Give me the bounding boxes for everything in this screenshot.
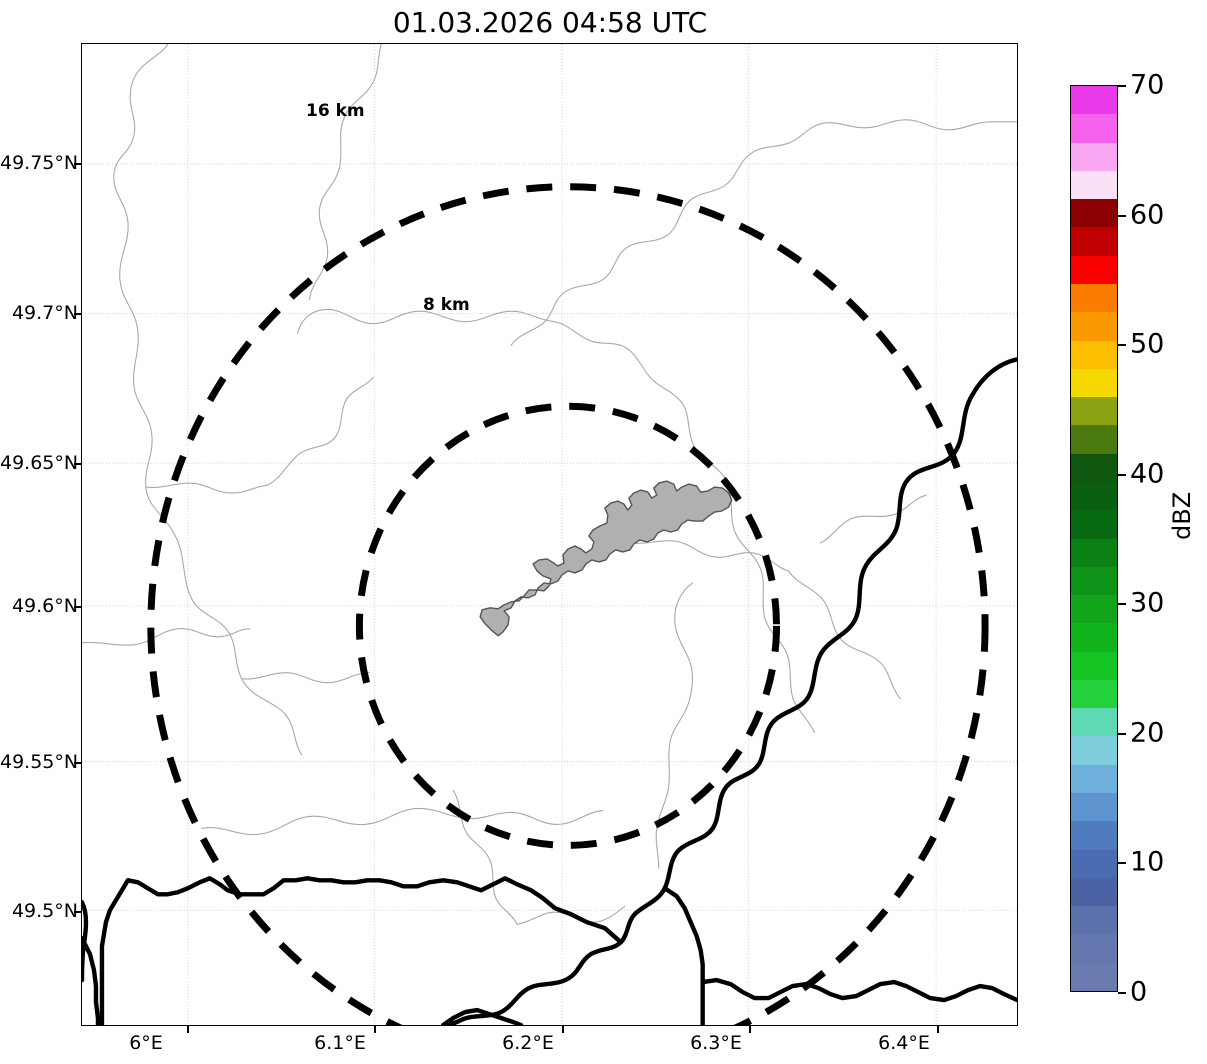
map-gridlines bbox=[82, 44, 1017, 1025]
map-plot-area[interactable]: 16 km 8 km bbox=[81, 43, 1018, 1026]
colorbar-band-29 bbox=[1071, 142, 1117, 171]
colorbar-tick-10 bbox=[1118, 862, 1126, 864]
colorbar-label-50: 50 bbox=[1130, 328, 1165, 360]
colorbar-label-20: 20 bbox=[1130, 717, 1165, 749]
colorbar-band-8 bbox=[1071, 736, 1117, 765]
colorbar-band-22 bbox=[1071, 340, 1117, 369]
colorbar-band-10 bbox=[1071, 679, 1117, 709]
administrative-boundaries bbox=[82, 44, 1017, 925]
range-rings bbox=[147, 183, 989, 1025]
colorbar-band-30 bbox=[1071, 114, 1117, 143]
colorbar-band-12 bbox=[1071, 623, 1117, 652]
range-ring-16km bbox=[147, 183, 989, 1025]
page-title: 01.03.2026 04:58 UTC bbox=[392, 6, 708, 39]
colorbar-tick-20 bbox=[1118, 733, 1126, 735]
colorbar-band-28 bbox=[1071, 170, 1117, 200]
colorbar-axis-label: dBZ bbox=[1168, 491, 1196, 540]
national-border bbox=[82, 357, 1017, 1025]
colorbar-band-3 bbox=[1071, 877, 1117, 907]
x-tick-label-6-4e: 6.4°E bbox=[878, 1032, 930, 1054]
colorbar-band-0 bbox=[1071, 962, 1117, 991]
x-tick-mark bbox=[187, 1026, 189, 1033]
y-tick-mark bbox=[74, 606, 81, 608]
colorbar-band-23 bbox=[1071, 312, 1117, 341]
colorbar-band-26 bbox=[1071, 227, 1117, 256]
y-tick-mark bbox=[74, 762, 81, 764]
colorbar-tick-30 bbox=[1118, 603, 1126, 605]
x-tick-mark bbox=[562, 1026, 564, 1033]
y-tick-mark bbox=[74, 313, 81, 315]
x-tick-label-6-2e: 6.2°E bbox=[502, 1032, 554, 1054]
x-tick-label-6-3e: 6.3°E bbox=[690, 1032, 742, 1054]
x-tick-mark bbox=[374, 1026, 376, 1033]
colorbar-tick-0 bbox=[1118, 992, 1126, 994]
x-tick-mark bbox=[937, 1026, 939, 1033]
colorbar-tick-60 bbox=[1118, 215, 1126, 217]
colorbar-band-6 bbox=[1071, 793, 1117, 822]
colorbar-band-24 bbox=[1071, 283, 1117, 313]
colorbar-band-31 bbox=[1071, 86, 1117, 115]
colorbar-band-20 bbox=[1071, 397, 1117, 426]
colorbar-band-16 bbox=[1071, 510, 1117, 539]
colorbar-band-13 bbox=[1071, 595, 1117, 624]
colorbar-label-0: 0 bbox=[1130, 976, 1148, 1008]
colorbar-label-70: 70 bbox=[1130, 69, 1165, 101]
city-area-polygon bbox=[479, 480, 733, 637]
colorbar-label-30: 30 bbox=[1130, 587, 1165, 619]
colorbar-label-60: 60 bbox=[1130, 199, 1165, 231]
colorbar-band-18 bbox=[1071, 453, 1117, 482]
colorbar-band-2 bbox=[1071, 906, 1117, 935]
colorbar-tick-70 bbox=[1118, 85, 1126, 87]
y-tick-label-49-55: 49.55°N bbox=[0, 751, 79, 773]
colorbar-band-25 bbox=[1071, 255, 1117, 284]
x-tick-mark bbox=[749, 1026, 751, 1033]
colorbar-label-10: 10 bbox=[1130, 846, 1165, 878]
colorbar-band-19 bbox=[1071, 425, 1117, 454]
colorbar-band-14 bbox=[1071, 566, 1117, 596]
colorbar-band-17 bbox=[1071, 481, 1117, 511]
colorbar-band-21 bbox=[1071, 368, 1117, 398]
colorbar-tick-50 bbox=[1118, 344, 1126, 346]
x-tick-label-6e: 6°E bbox=[129, 1032, 163, 1054]
y-tick-mark bbox=[74, 163, 81, 165]
colorbar-label-40: 40 bbox=[1130, 458, 1165, 490]
colorbar-band-7 bbox=[1071, 764, 1117, 794]
y-tick-mark bbox=[74, 463, 81, 465]
x-tick-label-6-1e: 6.1°E bbox=[314, 1032, 366, 1054]
y-tick-label-49-65: 49.65°N bbox=[0, 452, 79, 474]
map-canvas bbox=[82, 44, 1017, 1025]
colorbar-band-15 bbox=[1071, 538, 1117, 567]
colorbar-band-9 bbox=[1071, 708, 1117, 737]
y-tick-mark bbox=[74, 911, 81, 913]
colorbar-tick-40 bbox=[1118, 474, 1126, 476]
y-tick-label-49-6: 49.6°N bbox=[11, 595, 78, 617]
colorbar-band-1 bbox=[1071, 934, 1117, 963]
colorbar-band-27 bbox=[1071, 199, 1117, 228]
colorbar-band-11 bbox=[1071, 651, 1117, 680]
y-tick-label-49-7: 49.7°N bbox=[11, 302, 78, 324]
y-tick-label-49-5: 49.5°N bbox=[11, 900, 78, 922]
colorbar[interactable] bbox=[1070, 85, 1118, 992]
colorbar-band-4 bbox=[1071, 849, 1117, 878]
range-ring-label-8km: 8 km bbox=[423, 295, 470, 315]
range-ring-label-16km: 16 km bbox=[306, 101, 365, 121]
y-tick-label-49-75: 49.75°N bbox=[0, 152, 79, 174]
colorbar-band-5 bbox=[1071, 821, 1117, 850]
range-ring-8km bbox=[355, 402, 781, 849]
